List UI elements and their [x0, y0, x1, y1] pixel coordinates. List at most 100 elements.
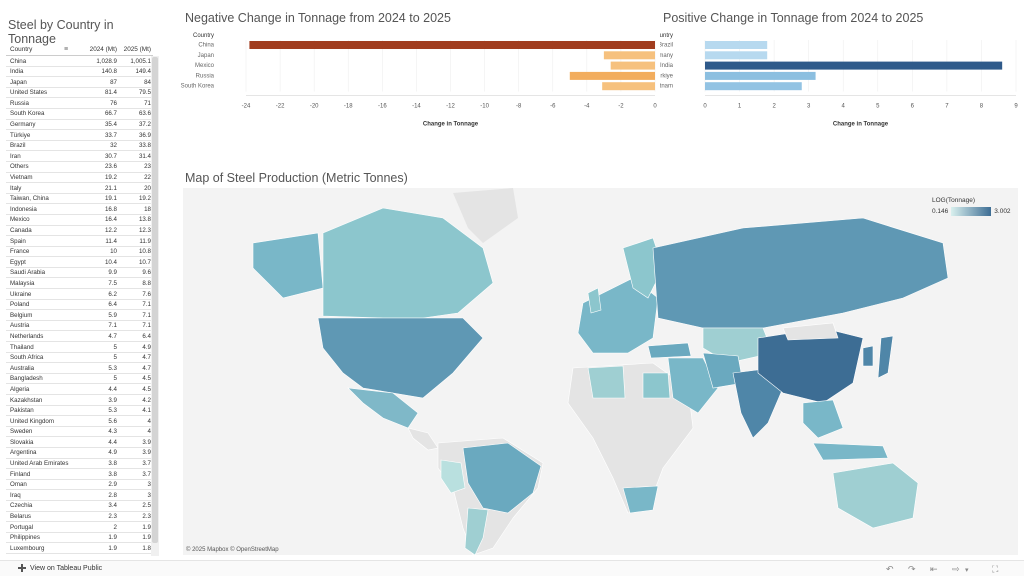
table-cell-2024: 3.8 — [108, 470, 117, 478]
table-row[interactable]: Saudi Arabia 9.9 9.6 — [6, 268, 153, 279]
table-row[interactable]: India 140.8 149.4 — [6, 67, 153, 78]
table-body[interactable]: China 1,028.9 1,005.1 India 140.8 149.4 Japan 8… — [6, 56, 153, 556]
scrollbar-thumb[interactable] — [152, 57, 158, 543]
table-row[interactable]: Italy 21.1 20 — [6, 183, 153, 194]
world-map[interactable] — [183, 188, 1018, 555]
table-row[interactable]: Others 23.6 23 — [6, 162, 153, 173]
table-row[interactable]: Slovakia 4.4 3.9 — [6, 437, 153, 448]
table-row[interactable]: Brazil 32 33.8 — [6, 141, 153, 152]
table-row[interactable]: Germany 35.4 37.2 — [6, 120, 153, 131]
fullscreen-icon[interactable]: ⛶ — [992, 564, 999, 574]
undo-icon[interactable]: ↶ — [886, 564, 894, 574]
table-row[interactable]: Finland 3.8 3.7 — [6, 469, 153, 480]
map-attribution[interactable]: © 2025 Mapbox © OpenStreetMap — [186, 547, 279, 553]
bar[interactable] — [249, 41, 655, 49]
table-row[interactable]: Iran 30.7 31.4 — [6, 151, 153, 162]
positive-chart-title: Positive Change in Tonnage from 2024 to … — [663, 11, 924, 25]
table-row[interactable]: Canada 12.2 12.3 — [6, 226, 153, 237]
table-row[interactable]: Australia 5.3 4.7 — [6, 363, 153, 374]
table-row[interactable]: Vietnam 19.2 22 — [6, 173, 153, 184]
col-country-header[interactable]: Country — [10, 46, 33, 53]
table-cell-2025: 2.5 — [142, 502, 151, 510]
category-label: Germany — [660, 53, 673, 59]
legend-gradient — [951, 207, 992, 216]
table-row[interactable]: France 10 10.8 — [6, 247, 153, 258]
view-on-tableau-link[interactable]: View on Tableau Public — [18, 564, 102, 572]
revert-icon[interactable]: ⇤ — [930, 564, 938, 574]
table-cell-country: Canada — [10, 227, 32, 234]
bar[interactable] — [705, 71, 816, 80]
table-row[interactable]: Algeria 4.4 4.5 — [6, 384, 153, 395]
table-row[interactable]: United Arab Emirates 3.8 3.7 — [6, 459, 153, 470]
table-row[interactable]: Türkiye 33.7 36.9 — [6, 130, 153, 141]
table-row[interactable]: Thailand 5 4.9 — [6, 342, 153, 353]
x-tick-label: -18 — [344, 104, 353, 110]
table-row[interactable]: United States 81.4 79.5 — [6, 88, 153, 99]
table-cell-2024: 4.4 — [108, 385, 117, 393]
col-2025-header[interactable]: 2025 (Mt) — [123, 46, 151, 53]
table-row[interactable]: Poland 6.4 7.1 — [6, 300, 153, 311]
table-row[interactable]: Iraq 2.8 3 — [6, 490, 153, 501]
australia-shape — [832, 462, 919, 529]
table-cell-country: Iran — [10, 152, 21, 160]
table-row[interactable]: Belarus 2.3 2.3 — [6, 512, 153, 523]
table-row[interactable]: Pakistan 5.3 4.1 — [6, 406, 153, 417]
table-cell-2024: 19.2 — [104, 174, 117, 182]
table-row[interactable]: Russia 76 71 — [6, 98, 153, 109]
bar[interactable] — [705, 41, 768, 49]
table-row[interactable]: Argentina 4.9 3.9 — [6, 448, 153, 459]
col-2024-header[interactable]: 2024 (Mt) — [89, 46, 117, 53]
share-icon[interactable]: ⇨ — [952, 564, 960, 574]
table-cell-2024: 33.7 — [104, 131, 117, 139]
table-row[interactable]: Egypt 10.4 10.7 — [6, 257, 153, 268]
table-cell-country: Czechia — [10, 502, 33, 510]
table-cell-country: Australia — [10, 364, 35, 372]
table-row[interactable]: Indonesia 16.8 18 — [6, 204, 153, 215]
bar[interactable] — [705, 61, 1003, 70]
bar[interactable] — [705, 82, 802, 91]
table-cell-2025: 7.6 — [142, 290, 151, 298]
table-cell-country: Taiwan, China — [10, 195, 49, 203]
table-row[interactable]: Kazakhstan 3.9 4.2 — [6, 395, 153, 406]
table-row[interactable]: Mexico 16.4 13.8 — [6, 215, 153, 226]
redo-icon[interactable]: ↷ — [908, 564, 916, 574]
bar[interactable] — [603, 51, 655, 60]
x-axis-title: Change in Tonnage — [833, 122, 889, 128]
table-cell-country: Others — [10, 163, 29, 171]
x-tick-label: 5 — [876, 104, 880, 110]
table-row[interactable]: South Korea 66.7 63.6 — [6, 109, 153, 120]
bar[interactable] — [610, 61, 655, 70]
table-row[interactable]: Luxembourg 1.9 1.8 — [6, 543, 153, 554]
bar[interactable] — [705, 51, 768, 60]
table-row[interactable]: Belgium 5.9 7.1 — [6, 310, 153, 321]
table-cell-2024: 1.9 — [108, 534, 117, 542]
table-row[interactable]: Spain 11.4 11.9 — [6, 236, 153, 247]
table-row[interactable]: Sweden 4.3 4 — [6, 427, 153, 438]
table-cell-2025: 4 — [147, 417, 151, 425]
table-row[interactable]: Oman 2.9 3 — [6, 480, 153, 491]
bar[interactable] — [602, 82, 655, 91]
table-row[interactable]: South Africa 5 4.7 — [6, 353, 153, 364]
table-row[interactable]: Austria 7.1 7.1 — [6, 321, 153, 332]
table-row[interactable]: Czechia 3.4 2.5 — [6, 501, 153, 512]
table-row[interactable]: Malaysia 7.5 8.8 — [6, 278, 153, 290]
table-cell-2025: 7.1 — [142, 301, 151, 309]
table-row[interactable]: Portugal 2 1.9 — [6, 522, 153, 533]
table-row[interactable]: Philippines 1.9 1.9 — [6, 533, 153, 544]
table-row[interactable]: Taiwan, China 19.1 19.2 — [6, 194, 153, 205]
table-cell-country: Japan — [10, 78, 27, 86]
table-row[interactable]: Netherlands 4.7 6.4 — [6, 331, 153, 343]
table-row[interactable]: Japan 87 84 — [6, 77, 153, 88]
table-row[interactable]: Bangladesh 5 4.5 — [6, 374, 153, 385]
table-row[interactable]: China 1,028.9 1,005.1 — [6, 56, 153, 67]
table-cell-country: Slovakia — [10, 438, 34, 446]
table-cell-country: Netherlands — [10, 332, 44, 340]
table-cell-2025: 31.4 — [138, 152, 151, 160]
table-row[interactable]: United Kingdom 5.6 4 — [6, 416, 153, 427]
table-row[interactable]: Ukraine 6.2 7.6 — [6, 289, 153, 300]
share-dropdown-icon[interactable]: ▾ — [965, 567, 969, 574]
table-cell-2025: 71 — [144, 99, 151, 107]
bar[interactable] — [569, 71, 655, 80]
table-cell-2025: 1,005.1 — [130, 57, 151, 65]
sort-icon[interactable]: ≡ — [64, 46, 69, 53]
